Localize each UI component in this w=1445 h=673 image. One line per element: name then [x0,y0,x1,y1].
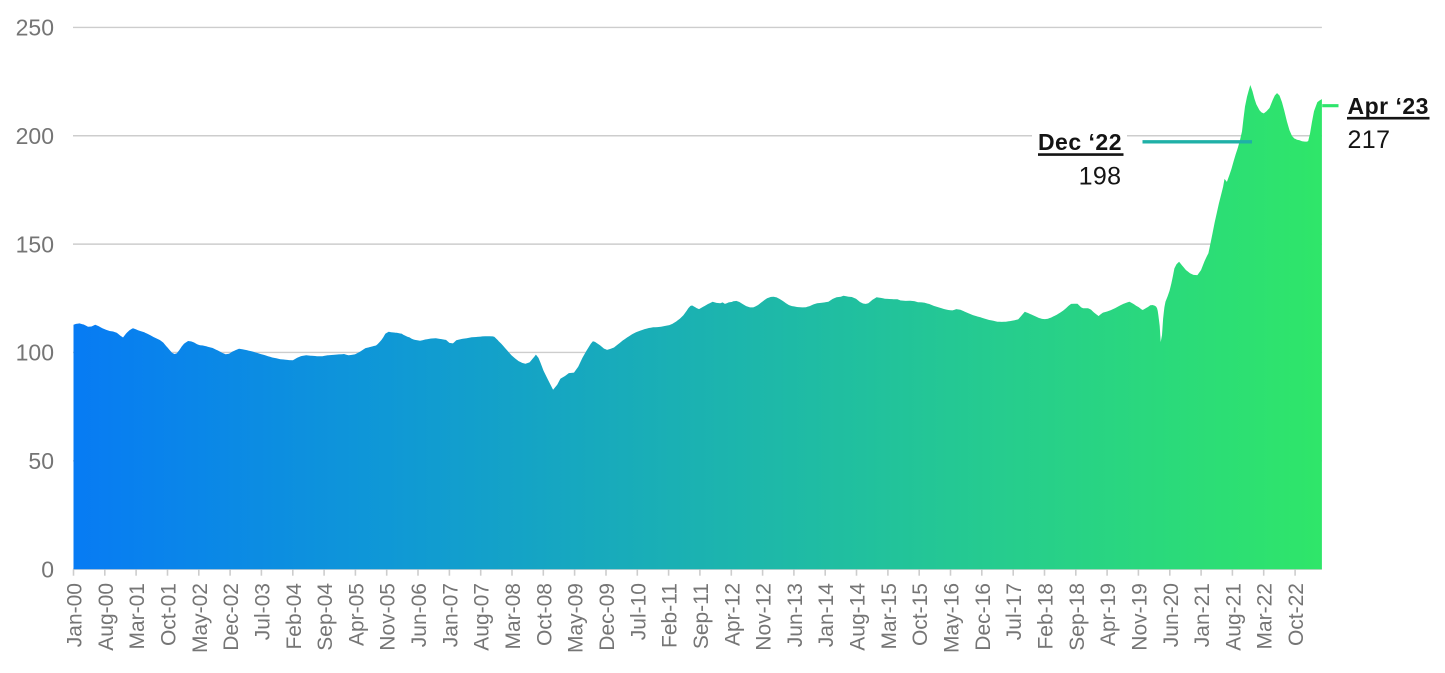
svg-text:Nov-19: Nov-19 [1128,583,1151,651]
svg-text:Oct-22: Oct-22 [1285,583,1308,646]
svg-text:198: 198 [1079,163,1122,191]
svg-text:Dec ‘22: Dec ‘22 [1038,129,1122,155]
svg-text:100: 100 [16,340,54,366]
svg-text:Aug-00: Aug-00 [95,583,118,651]
svg-text:250: 250 [16,15,54,41]
svg-text:Jan-21: Jan-21 [1191,583,1214,647]
svg-text:May-09: May-09 [565,583,588,653]
svg-text:Apr-12: Apr-12 [721,583,744,646]
svg-text:200: 200 [16,123,54,149]
svg-text:Aug-21: Aug-21 [1222,583,1245,651]
svg-text:Jan-07: Jan-07 [439,583,462,647]
svg-text:Dec-09: Dec-09 [596,583,619,651]
svg-text:Jun-13: Jun-13 [784,583,807,647]
svg-text:Mar-01: Mar-01 [126,583,149,650]
svg-text:Dec-16: Dec-16 [972,583,995,651]
svg-text:0: 0 [41,556,54,582]
svg-text:Apr ‘23: Apr ‘23 [1348,93,1429,119]
svg-text:Mar-08: Mar-08 [502,583,525,650]
svg-text:Jul-03: Jul-03 [251,583,274,640]
svg-text:Oct-08: Oct-08 [533,583,556,646]
svg-text:Aug-07: Aug-07 [471,583,494,651]
svg-text:May-16: May-16 [941,583,964,653]
svg-text:Feb-11: Feb-11 [659,583,682,648]
svg-text:Oct-15: Oct-15 [909,583,932,646]
svg-text:Jul-17: Jul-17 [1003,583,1026,640]
svg-text:Sep-04: Sep-04 [314,583,337,651]
svg-text:217: 217 [1348,126,1391,154]
svg-text:Dec-02: Dec-02 [220,583,243,651]
svg-text:150: 150 [16,231,54,257]
svg-text:Jun-20: Jun-20 [1160,583,1183,647]
svg-text:Mar-22: Mar-22 [1254,583,1277,650]
svg-text:Nov-12: Nov-12 [753,583,776,651]
svg-text:Aug-14: Aug-14 [847,583,870,651]
svg-text:Feb-18: Feb-18 [1035,583,1058,650]
svg-text:Jan-14: Jan-14 [815,583,838,648]
svg-text:Apr-19: Apr-19 [1097,583,1120,646]
svg-text:Mar-15: Mar-15 [878,583,901,650]
svg-text:Apr-05: Apr-05 [345,583,368,646]
svg-text:Sep-11: Sep-11 [690,583,713,649]
svg-text:Feb-04: Feb-04 [283,583,306,650]
svg-text:Nov-05: Nov-05 [377,583,400,651]
svg-text:50: 50 [28,448,54,474]
svg-text:Jan-00: Jan-00 [64,583,87,647]
svg-text:Jun-06: Jun-06 [408,583,431,647]
svg-text:Sep-18: Sep-18 [1066,583,1089,651]
svg-text:May-02: May-02 [189,583,212,653]
svg-text:Oct-01: Oct-01 [158,583,181,646]
svg-text:Jul-10: Jul-10 [627,583,650,640]
